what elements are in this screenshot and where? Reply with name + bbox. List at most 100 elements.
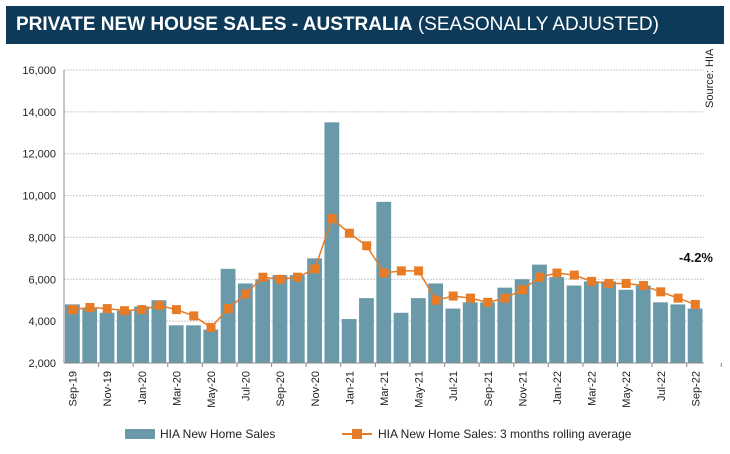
bar [687, 308, 703, 363]
bar [203, 329, 219, 363]
bar [601, 281, 617, 363]
bar [65, 304, 80, 363]
y-tick-label: 10,000 [22, 191, 56, 203]
bar [134, 306, 149, 363]
bar [186, 325, 201, 363]
bar [255, 279, 271, 363]
x-tick-label: May-22 [621, 371, 633, 408]
bar [220, 268, 236, 363]
rolling-average-marker [241, 289, 251, 299]
x-tick-label: Sep-22 [690, 371, 702, 406]
y-tick-label: 4,000 [28, 316, 56, 328]
source-label: Source: HIA [704, 48, 716, 108]
rolling-average-marker [344, 228, 354, 238]
rolling-average-marker [137, 305, 147, 315]
x-tick-label: Mar-22 [587, 371, 599, 406]
rolling-average-marker [448, 291, 458, 301]
rolling-average-marker [102, 304, 112, 314]
bar [307, 258, 322, 363]
rolling-average-marker [85, 303, 95, 313]
rolling-average-marker [379, 268, 389, 278]
bar [670, 304, 686, 363]
x-tick-label: Sep-19 [68, 371, 80, 406]
rolling-average-marker [621, 278, 631, 288]
x-tick-label: May-21 [414, 371, 426, 408]
x-tick-label: Jul-22 [656, 371, 668, 401]
y-tick-label: 8,000 [28, 232, 56, 244]
legend-bar-label: HIA New Home Sales [160, 427, 275, 441]
rolling-average-marker [500, 293, 510, 303]
bar [99, 312, 115, 363]
bar [237, 283, 253, 363]
bar [635, 285, 651, 363]
rolling-average-marker [275, 274, 285, 284]
x-tick-label: Jul-20 [241, 371, 253, 401]
bar [359, 298, 374, 363]
legend-bar-swatch [125, 429, 155, 439]
rolling-average-marker [258, 272, 268, 282]
bar [168, 325, 184, 363]
chart-title: PRIVATE NEW HOUSE SALES - AUSTRALIA [16, 14, 413, 35]
bar [324, 122, 340, 363]
x-tick-label: Jan-20 [137, 371, 149, 405]
rolling-average-marker [310, 264, 320, 274]
y-tick-label: 6,000 [28, 274, 56, 286]
x-tick-label: Sep-20 [275, 371, 287, 406]
x-tick-label: Mar-20 [171, 371, 183, 406]
bar [497, 287, 513, 363]
y-tick-label: 16,000 [22, 65, 56, 77]
rolling-average-marker [656, 287, 666, 297]
bar [566, 285, 582, 363]
rolling-average-marker [431, 295, 441, 305]
x-tick-label: Mar-21 [379, 371, 391, 406]
rolling-average-marker [362, 241, 372, 251]
y-tick-label: 14,000 [22, 107, 56, 119]
bar [462, 302, 478, 363]
bar [376, 201, 392, 363]
x-tick-label: Nov-21 [517, 371, 529, 406]
bar [116, 310, 132, 363]
x-tick-label: Jan-21 [344, 371, 356, 405]
bar [341, 319, 357, 363]
x-tick-label: Nov-20 [310, 371, 322, 406]
bar [272, 275, 288, 363]
rolling-average-marker [414, 266, 424, 276]
chart-subtitle: (SEASONALLY ADJUSTED) [417, 14, 659, 35]
rolling-average-marker [68, 305, 78, 315]
bar [289, 275, 305, 363]
bar [151, 300, 167, 363]
rolling-average-marker [552, 268, 562, 278]
rolling-average-marker [189, 311, 199, 321]
bar [480, 302, 495, 363]
rolling-average-marker [638, 281, 648, 291]
rolling-average-marker [569, 270, 579, 280]
bar [393, 312, 409, 363]
bar [428, 283, 444, 363]
rolling-average-marker [206, 322, 216, 332]
bar [445, 308, 461, 363]
x-tick-label: Sep-21 [483, 371, 495, 406]
rolling-average-marker [604, 278, 614, 288]
x-tick-label: Jan-22 [552, 371, 564, 405]
legend-line-label: HIA New Home Sales: 3 months rolling ave… [378, 427, 632, 441]
rolling-average-marker [673, 293, 683, 303]
bar [618, 289, 634, 363]
rolling-average-marker [483, 297, 493, 307]
bar [549, 277, 565, 363]
rolling-average-marker [690, 299, 700, 309]
bar [583, 281, 599, 363]
rolling-average-marker [154, 300, 164, 310]
rolling-average-marker [223, 304, 233, 314]
rolling-average-marker [327, 214, 337, 224]
bar [82, 308, 98, 363]
x-tick-label: Jul-21 [448, 371, 460, 401]
bar [653, 302, 668, 363]
rolling-average-marker [465, 293, 475, 303]
rolling-average-marker [396, 266, 406, 276]
rolling-average-marker [587, 276, 597, 286]
rolling-average-marker [293, 272, 303, 282]
bar [514, 279, 530, 363]
change-annotation: -4.2% [679, 250, 713, 265]
chart-title-bar: PRIVATE NEW HOUSE SALES - AUSTRALIA (SEA… [6, 6, 724, 44]
